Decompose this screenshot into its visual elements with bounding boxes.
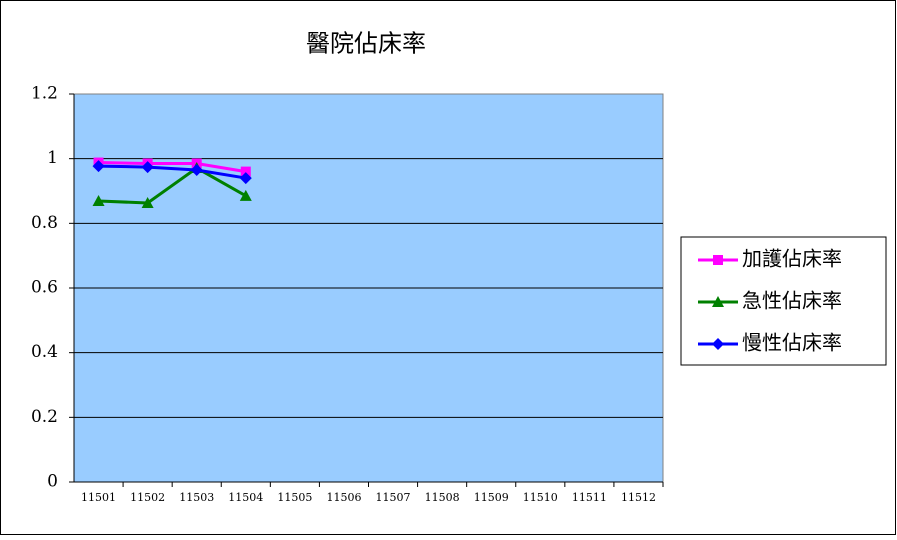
- series-line: [98, 164, 247, 180]
- legend-label: 加護佔床率: [742, 247, 842, 271]
- x-tick-label: 11501: [81, 491, 116, 504]
- y-tick-label: 0.4: [31, 342, 58, 362]
- y-tick-label: 0.6: [31, 278, 58, 298]
- y-tick-label: 0: [47, 472, 58, 492]
- marker: [190, 163, 203, 176]
- x-tick-label: 11509: [474, 491, 509, 504]
- series-line: [98, 161, 247, 174]
- x-tick-label: 11511: [572, 491, 607, 504]
- marker: [712, 338, 724, 350]
- x-tick-label: 11512: [621, 491, 656, 504]
- marker: [240, 166, 251, 177]
- y-tick-label: 0.2: [31, 407, 58, 427]
- series-line: [98, 166, 247, 205]
- y-tick-label: 1.2: [31, 84, 58, 104]
- x-tick-label: 11503: [179, 491, 214, 504]
- x-tick-label: 11502: [130, 491, 165, 504]
- marker: [712, 296, 724, 307]
- chart-title: 醫院佔床率: [306, 30, 426, 58]
- x-tick-label: 11508: [425, 491, 460, 504]
- x-tick-label: 11507: [376, 491, 411, 504]
- marker: [239, 172, 252, 185]
- marker: [713, 255, 723, 265]
- x-tick-label: 11510: [523, 491, 558, 504]
- marker: [141, 196, 154, 208]
- marker: [141, 161, 154, 174]
- marker: [239, 189, 252, 201]
- y-tick-label: 1: [47, 148, 58, 168]
- x-tick-label: 11506: [326, 491, 361, 504]
- x-tick-label: 11505: [277, 491, 312, 504]
- legend-label: 急性佔床率: [742, 289, 842, 313]
- legend-label: 慢性佔床率: [742, 331, 842, 355]
- marker: [92, 160, 105, 173]
- marker: [92, 195, 105, 207]
- x-tick-label: 11504: [228, 491, 263, 504]
- y-tick-label: 0.8: [31, 213, 58, 233]
